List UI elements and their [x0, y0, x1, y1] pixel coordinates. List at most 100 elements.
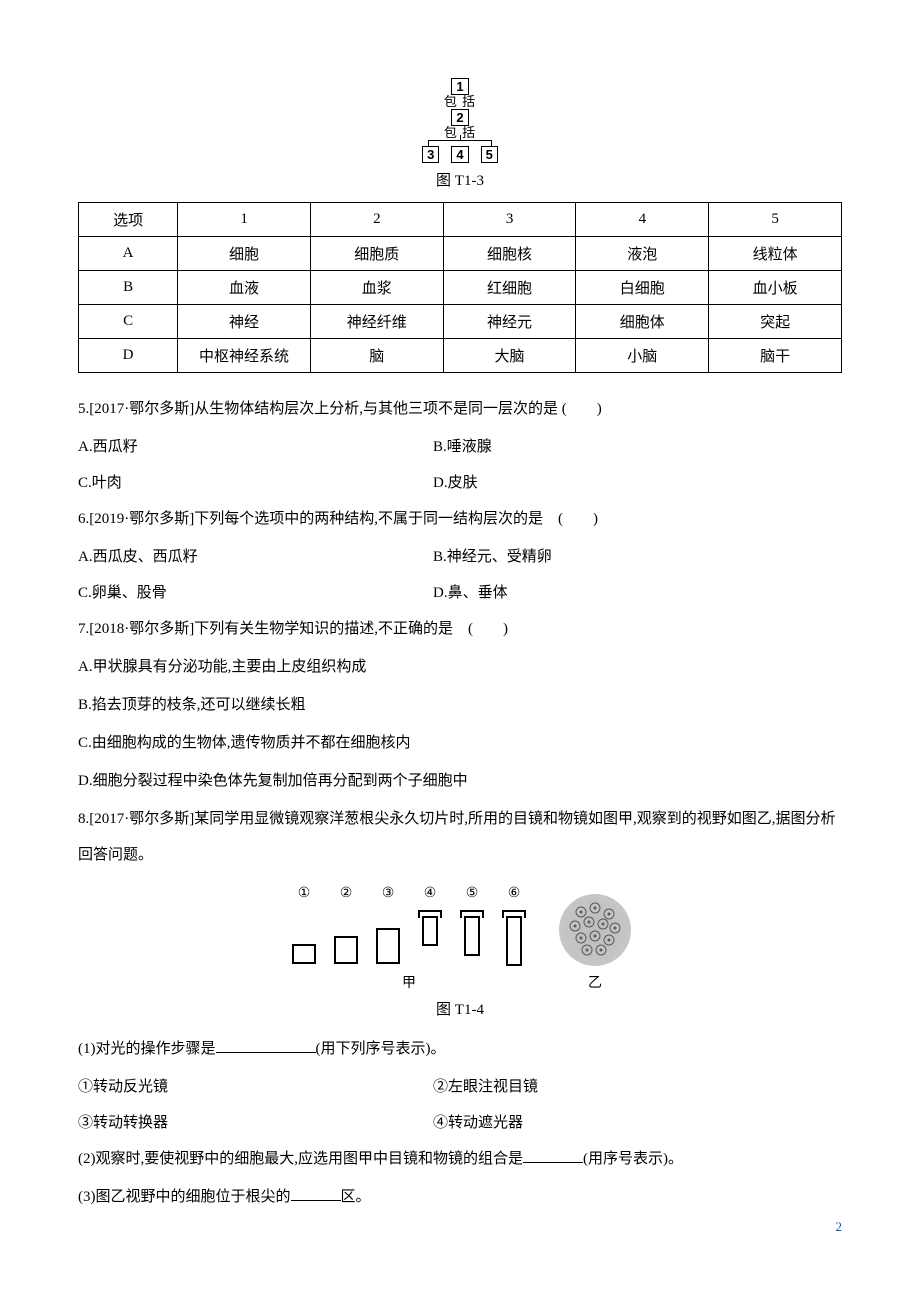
lens-6-num: ⑥ [508, 885, 521, 902]
cells-icon [559, 894, 631, 966]
table-cell: 突起 [709, 305, 842, 339]
q6-row2: C.卵巢、股骨 D.鼻、垂体 [78, 575, 842, 611]
table-cell: C [79, 305, 178, 339]
q5-opt-c: C.叶肉 [78, 465, 433, 501]
q8-sub1: (1)对光的操作步骤是 (用下列序号表示)。 [78, 1031, 842, 1067]
table-cell: 细胞核 [443, 237, 576, 271]
table-cell: 白细胞 [576, 271, 709, 305]
table-cell: B [79, 271, 178, 305]
q7-opt-b: B.掐去顶芽的枝条,还可以继续长粗 [78, 687, 842, 723]
label-yi: 乙 [559, 972, 631, 992]
options-table: 选项12345A细胞细胞质细胞核液泡线粒体B血液血浆红细胞白细胞血小板C神经神经… [78, 202, 842, 373]
hierarchy-label-top: 包 括 [444, 95, 476, 109]
lens-group: ① ② ③ ④ ⑤ [289, 885, 529, 966]
field-view-yi [559, 894, 631, 966]
blank-2 [523, 1148, 583, 1163]
lens-panel-jia: ① ② ③ ④ ⑤ [289, 885, 529, 992]
table-cell: 液泡 [576, 237, 709, 271]
objective-4-shape [418, 910, 442, 946]
table-cell: D [79, 339, 178, 373]
lens-2-num: ② [340, 885, 353, 902]
table-header-cell: 3 [443, 203, 576, 237]
q5-row1: A.西瓜籽 B.唾液腺 [78, 429, 842, 465]
figure-caption-t1-3: 图 T1-3 [78, 169, 842, 190]
table-cell: 细胞 [178, 237, 311, 271]
objective-5-shape [460, 910, 484, 956]
table-cell: 神经元 [443, 305, 576, 339]
table-cell: 中枢神经系统 [178, 339, 311, 373]
table-cell: 线粒体 [709, 237, 842, 271]
q7-opt-d: D.细胞分裂过程中染色体先复制加倍再分配到两个子细胞中 [78, 763, 842, 799]
lens-1-num: ① [298, 885, 311, 902]
microscope-figure: ① ② ③ ④ ⑤ [78, 885, 842, 992]
hierarchy-box-3: 3 [422, 146, 439, 163]
q6-opt-b: B.神经元、受精卵 [433, 539, 842, 575]
question-7: 7.[2018·鄂尔多斯]下列有关生物学知识的描述,不正确的是 ( ) [78, 611, 842, 647]
lens-5: ⑤ [457, 885, 487, 956]
q6-opt-a: A.西瓜皮、西瓜籽 [78, 539, 433, 575]
eyepiece-1-shape [292, 944, 316, 964]
q6-opt-d: D.鼻、垂体 [433, 575, 842, 611]
table-cell: 脑 [310, 339, 443, 373]
q5-row2: C.叶肉 D.皮肤 [78, 465, 842, 501]
table-cell: 细胞体 [576, 305, 709, 339]
table-cell: 细胞质 [310, 237, 443, 271]
q6-opt-c: C.卵巢、股骨 [78, 575, 433, 611]
table-cell: A [79, 237, 178, 271]
table-header-cell: 1 [178, 203, 311, 237]
q8-sub1-pre: (1)对光的操作步骤是 [78, 1041, 216, 1057]
table-cell: 红细胞 [443, 271, 576, 305]
lens-3: ③ [373, 885, 403, 964]
table-header-cell: 选项 [79, 203, 178, 237]
q5-opt-b: B.唾液腺 [433, 429, 842, 465]
question-6: 6.[2019·鄂尔多斯]下列每个选项中的两种结构,不属于同一结构层次的是 ( … [78, 501, 842, 537]
eyepiece-3-shape [376, 928, 400, 964]
q8-sub2: (2)观察时,要使视野中的细胞最大,应选用图甲中目镜和物镜的组合是 (用序号表示)… [78, 1141, 842, 1177]
q5-opt-a: A.西瓜籽 [78, 429, 433, 465]
q6-row1: A.西瓜皮、西瓜籽 B.神经元、受精卵 [78, 539, 842, 575]
hierarchy-box-5: 5 [481, 146, 498, 163]
lens-5-num: ⑤ [466, 885, 479, 902]
eyepiece-2-shape [334, 936, 358, 964]
lens-2: ② [331, 885, 361, 964]
q5-opt-d: D.皮肤 [433, 465, 842, 501]
hierarchy-box-1: 1 [451, 78, 468, 95]
hierarchy-diagram: 1 包 括 2 包 括 3 4 5 [78, 78, 842, 163]
question-5: 5.[2017·鄂尔多斯]从生物体结构层次上分析,与其他三项不是同一层次的是 (… [78, 391, 842, 427]
table-cell: 脑干 [709, 339, 842, 373]
q8-sub3-pre: (3)图乙视野中的细胞位于根尖的 [78, 1189, 291, 1205]
q8-sub1-opts-row1: ①转动反光镜 ②左眼注视目镜 [78, 1069, 842, 1105]
table-cell: 血浆 [310, 271, 443, 305]
table-header-cell: 4 [576, 203, 709, 237]
q8-sub1-o2: ②左眼注视目镜 [433, 1069, 842, 1105]
blank-1 [216, 1038, 316, 1053]
objective-6-shape [502, 910, 526, 966]
table-header-cell: 5 [709, 203, 842, 237]
q8-sub3-post: 区。 [341, 1189, 371, 1205]
table-cell: 血液 [178, 271, 311, 305]
q8-sub2-pre: (2)观察时,要使视野中的细胞最大,应选用图甲中目镜和物镜的组合是 [78, 1151, 523, 1167]
table-cell: 血小板 [709, 271, 842, 305]
hierarchy-bottom-row: 3 4 5 [422, 146, 498, 163]
page-number: 2 [836, 1219, 843, 1235]
q8-sub1-opts-row2: ③转动转换器 ④转动遮光器 [78, 1105, 842, 1141]
lens-3-num: ③ [382, 885, 395, 902]
table-cell: 神经纤维 [310, 305, 443, 339]
lens-1: ① [289, 885, 319, 964]
q8-sub1-o1: ①转动反光镜 [78, 1069, 433, 1105]
hierarchy-box-4: 4 [451, 146, 468, 163]
q8-sub2-post: (用序号表示)。 [583, 1151, 683, 1167]
hierarchy-box-2: 2 [451, 109, 468, 126]
question-8-intro: 8.[2017·鄂尔多斯]某同学用显微镜观察洋葱根尖永久切片时,所用的目镜和物镜… [78, 801, 842, 873]
q8-sub1-post: (用下列序号表示)。 [316, 1041, 446, 1057]
q7-opt-c: C.由细胞构成的生物体,遗传物质并不都在细胞核内 [78, 725, 842, 761]
field-panel-yi: 乙 [559, 894, 631, 992]
q8-sub3: (3)图乙视野中的细胞位于根尖的 区。 [78, 1179, 842, 1215]
figure-caption-t1-4: 图 T1-4 [78, 998, 842, 1019]
table-cell: 小脑 [576, 339, 709, 373]
table-cell: 神经 [178, 305, 311, 339]
table-header-cell: 2 [310, 203, 443, 237]
blank-3 [291, 1186, 341, 1201]
label-jia: 甲 [289, 972, 529, 992]
q7-opt-a: A.甲状腺具有分泌功能,主要由上皮组织构成 [78, 649, 842, 685]
